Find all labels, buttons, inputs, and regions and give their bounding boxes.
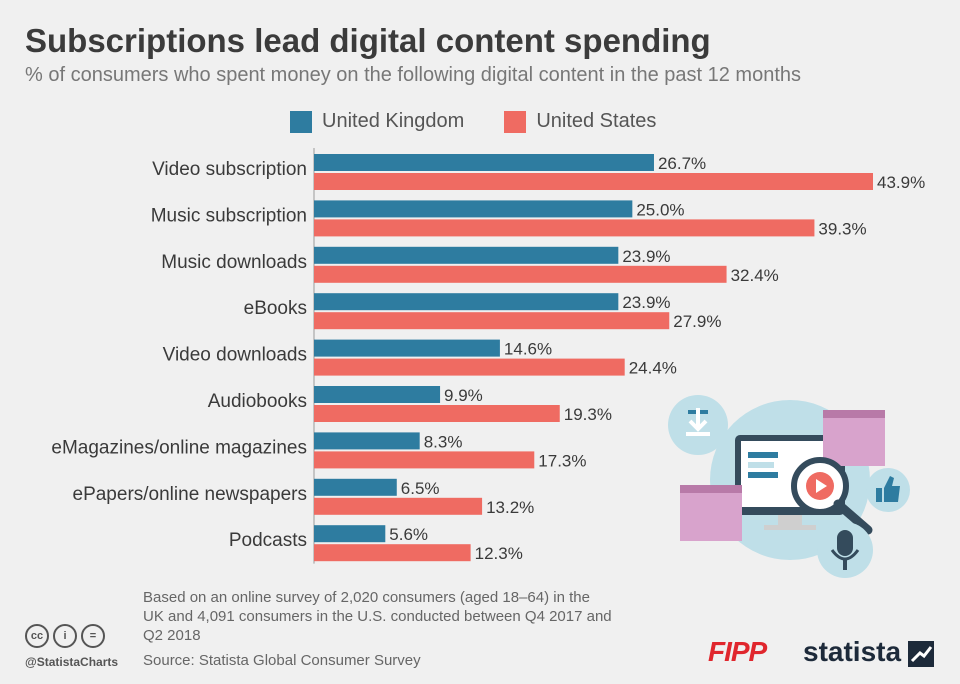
thumbs-up-icon — [866, 468, 910, 512]
chart-subtitle: % of consumers who spent money on the fo… — [25, 64, 802, 86]
bar-us — [314, 497, 483, 515]
data-label: 27.9% — [673, 312, 721, 331]
fipp-logo: FIPP — [708, 636, 767, 667]
bar-us — [314, 312, 670, 330]
category-label: eBooks — [244, 298, 307, 319]
category-label: eMagazines/online magazines — [51, 437, 307, 458]
category-label: ePapers/online newspapers — [73, 484, 308, 505]
legend-item-uk: United Kingdom — [290, 110, 464, 133]
data-label: 19.3% — [564, 405, 612, 424]
data-label: 23.9% — [622, 247, 670, 266]
data-label: 24.4% — [629, 359, 677, 378]
bar-uk — [314, 200, 633, 218]
cc-icon: cc — [25, 624, 49, 648]
source-note: Source: Statista Global Consumer Survey — [143, 652, 421, 669]
category-label: Video subscription — [152, 159, 307, 180]
license-icons: cc i = — [25, 624, 105, 648]
legend-label-us: United States — [536, 110, 657, 132]
bar-uk — [314, 339, 500, 357]
legend-item-us: United States — [504, 110, 656, 133]
data-label: 26.7% — [658, 154, 706, 173]
media-illustration — [668, 395, 910, 578]
category-label: Music downloads — [161, 252, 307, 273]
statista-logo-icon — [908, 641, 934, 667]
bar-us — [314, 219, 815, 237]
legend-swatch-us — [504, 110, 527, 133]
bar-chart: Video subscription 26.7% 43.9% Music subscr… — [51, 148, 925, 564]
data-label: 17.3% — [538, 451, 586, 470]
data-label: 25.0% — [636, 200, 684, 219]
bar-uk — [314, 154, 654, 171]
statista-handle: @StatistaCharts — [25, 655, 119, 669]
legend-label-uk: United Kingdom — [322, 110, 465, 132]
category-label: Video downloads — [163, 345, 307, 366]
bar-us — [314, 451, 535, 469]
microphone-icon — [817, 522, 873, 578]
data-label: 32.4% — [731, 266, 779, 285]
data-label: 5.6% — [389, 525, 428, 544]
category-label: Music subscription — [151, 205, 307, 226]
bar-us — [314, 544, 471, 562]
by-icon: i — [53, 624, 77, 648]
legend-swatch-uk — [290, 110, 312, 133]
download-icon — [686, 408, 710, 436]
document-icon — [680, 410, 885, 541]
bar-uk — [314, 246, 619, 264]
data-label: 43.9% — [877, 173, 925, 192]
statista-logo: statista — [803, 636, 902, 667]
data-label: 8.3% — [424, 432, 463, 451]
bar-uk — [314, 478, 397, 496]
data-label: 6.5% — [401, 479, 440, 498]
data-label: 13.2% — [486, 498, 534, 517]
bar-us — [314, 358, 625, 376]
bar-us — [314, 405, 560, 422]
bar-uk — [314, 432, 420, 450]
survey-note: Based on an online survey of 2,020 consu… — [143, 589, 612, 644]
bar-us — [314, 173, 873, 190]
data-label: 14.6% — [504, 340, 552, 359]
category-label: Audiobooks — [208, 391, 307, 412]
data-label: 23.9% — [622, 293, 670, 312]
bar-uk — [314, 525, 386, 543]
data-label: 12.3% — [475, 544, 523, 563]
bar-us — [314, 265, 727, 283]
chart-title: Subscriptions lead digital content spend… — [25, 22, 711, 59]
bar-uk — [314, 293, 619, 311]
data-label: 9.9% — [444, 386, 483, 405]
legend: United Kingdom United States — [290, 110, 696, 133]
bar-uk — [314, 386, 441, 403]
data-label: 39.3% — [818, 219, 866, 238]
category-label: Podcasts — [229, 530, 307, 551]
nd-icon: = — [81, 624, 105, 648]
play-icon — [806, 472, 834, 500]
